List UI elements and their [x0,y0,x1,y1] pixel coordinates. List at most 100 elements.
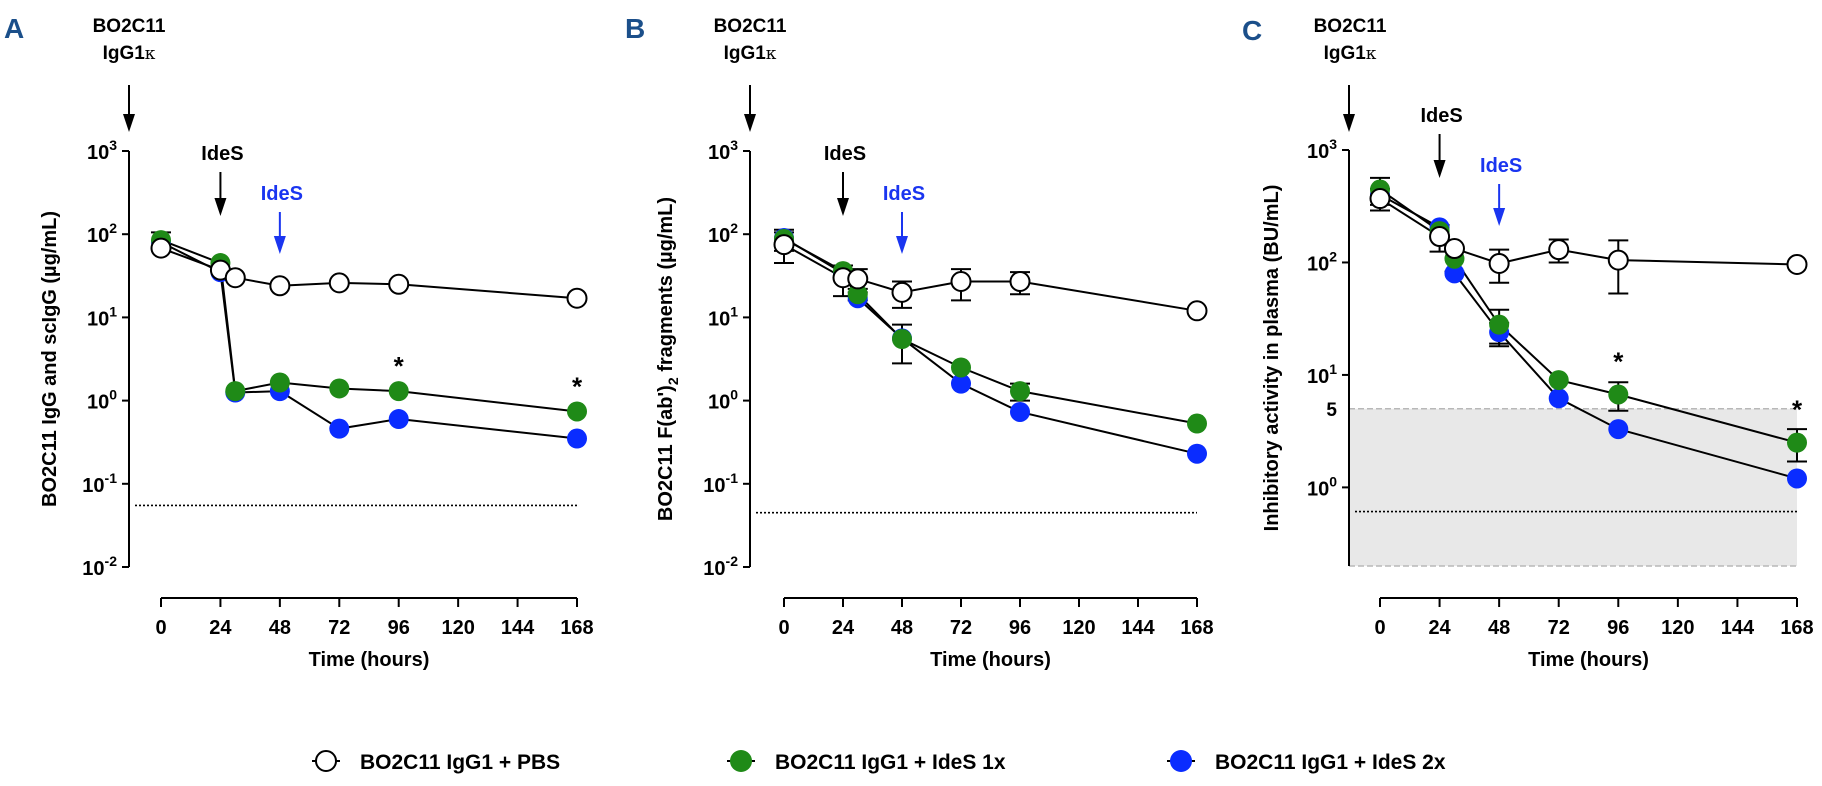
y-tick-label: 102 [87,220,117,247]
x-tick-label: 120 [1661,617,1694,639]
data-point-ides2x [1548,388,1569,409]
x-tick-label: 48 [269,617,291,639]
y-tick-label: 103 [87,137,117,164]
data-point-pbs [1443,238,1465,260]
shaded-range [1349,408,1797,566]
data-point-pbs [1488,252,1510,274]
ides-label-second: IdeS [1480,155,1522,177]
data-point-ides1x [388,381,409,402]
ides-label-first: IdeS [824,143,866,165]
data-point-pbs [150,237,172,259]
injection-arrowhead-icon [1343,114,1355,132]
x-tick-label: 168 [1180,617,1213,639]
ides-arrowhead-second-icon [896,236,908,254]
data-point-pbs [328,272,350,294]
x-tick-label: 120 [441,617,474,639]
injection-label-line2: IgG1κ [103,43,156,64]
data-point-ides2x [1187,443,1207,464]
chart-panel-c: C BO2C11 IgG1κ 100 101 102 103 5 Inhibitory acti… [1242,15,1814,671]
data-point-pbs [1786,253,1808,275]
y-tick-label: 100 [87,387,117,414]
data-point-ides1x [951,357,971,378]
x-axis-label: Time (hours) [1528,649,1649,671]
y-tick-label: 103 [1307,136,1337,163]
ides-label-first: IdeS [1420,105,1462,127]
x-tick-label: 96 [1607,617,1629,639]
data-point-pbs [1607,249,1629,271]
injection-label-line1: BO2C11 [1314,16,1387,37]
ides-arrowhead-second-icon [273,236,286,254]
x-tick-label: 120 [1062,617,1095,639]
significance-star: * [1792,395,1803,425]
data-point-pbs [950,271,972,293]
y-tick-label: 10-1 [82,470,117,497]
ides-arrowhead-first-icon [214,198,227,216]
ides-arrowhead-first-icon [1433,160,1446,178]
x-tick-label: 168 [1780,617,1813,639]
data-point-pbs [1186,300,1208,322]
injection-arrowhead-icon [123,114,135,132]
panel-letter: B [625,13,645,44]
significance-star: * [1613,346,1624,376]
injection-label-line1: BO2C11 [93,16,166,37]
y-tick-label: 100 [708,387,738,414]
data-point-pbs [1009,271,1031,293]
y-tick-label: 102 [1307,248,1337,275]
data-point-ides1x [1787,432,1807,453]
ides-arrowhead-first-icon [837,198,849,216]
data-point-ides2x [951,373,971,394]
legend: BO2C11 IgG1 + PBS BO2C11 IgG1 + IdeS 1x BO… [312,750,1446,774]
legend-marker-pbs [315,750,337,772]
data-point-pbs [847,268,869,290]
x-tick-label: 0 [1374,617,1385,639]
x-tick-label: 96 [1009,617,1031,639]
data-point-pbs [1548,239,1570,261]
data-point-ides2x [1444,263,1465,284]
data-point-ides1x [892,329,912,350]
x-tick-label: 48 [1488,617,1510,639]
ides-label-second: IdeS [261,183,303,205]
y-tick-label: 10-2 [703,553,738,580]
x-tick-label: 72 [328,617,350,639]
data-point-pbs [224,267,246,289]
injection-label-line2: IgG1κ [1324,43,1377,64]
injection-arrowhead-icon [744,114,756,132]
y-tick-label: 103 [708,137,738,164]
data-point-ides1x [269,372,290,393]
data-point-ides1x [1608,384,1629,405]
x-tick-label: 144 [501,617,535,639]
panel-letter: C [1242,15,1262,46]
y-tick-label: 102 [708,220,738,247]
data-point-pbs [388,273,410,295]
data-point-ides2x [1608,419,1629,440]
y-tick-label: 101 [1307,361,1337,388]
data-point-ides1x [847,284,868,305]
legend-marker-ides2x [1170,750,1192,772]
x-axis-label: Time (hours) [309,649,430,671]
y-tick-label: 100 [1307,473,1337,500]
y-axis-label: Inhibitory activity in plasma (BU/mL) [1261,185,1283,532]
data-point-ides1x [1010,381,1030,402]
x-tick-label: 96 [388,617,410,639]
legend-item-pbs: BO2C11 IgG1 + PBS [312,750,560,774]
data-point-ides2x [567,428,587,449]
x-tick-label: 168 [560,617,593,639]
x-tick-label: 72 [950,617,972,639]
legend-label: BO2C11 IgG1 + PBS [360,751,560,774]
x-tick-label: 48 [891,617,913,639]
data-point-pbs [773,234,795,256]
injection-label-line2: IgG1κ [724,43,777,64]
data-point-ides2x [1787,468,1807,489]
x-tick-label: 144 [1121,617,1155,639]
panel-letter: A [4,13,24,44]
legend-marker-ides1x [730,750,752,772]
y-tick-label: 10-1 [703,470,738,497]
y-tick-label: 101 [87,303,117,330]
x-tick-label: 0 [155,617,166,639]
y-tick-label-extra: 5 [1326,400,1337,421]
data-point-ides1x [1187,413,1207,434]
y-axis-label: BO2C11 F(ab')2 fragments (µg/mL) [655,197,681,521]
data-point-ides2x [1010,401,1030,422]
data-point-ides1x [225,381,246,402]
data-point-pbs [1369,188,1391,210]
